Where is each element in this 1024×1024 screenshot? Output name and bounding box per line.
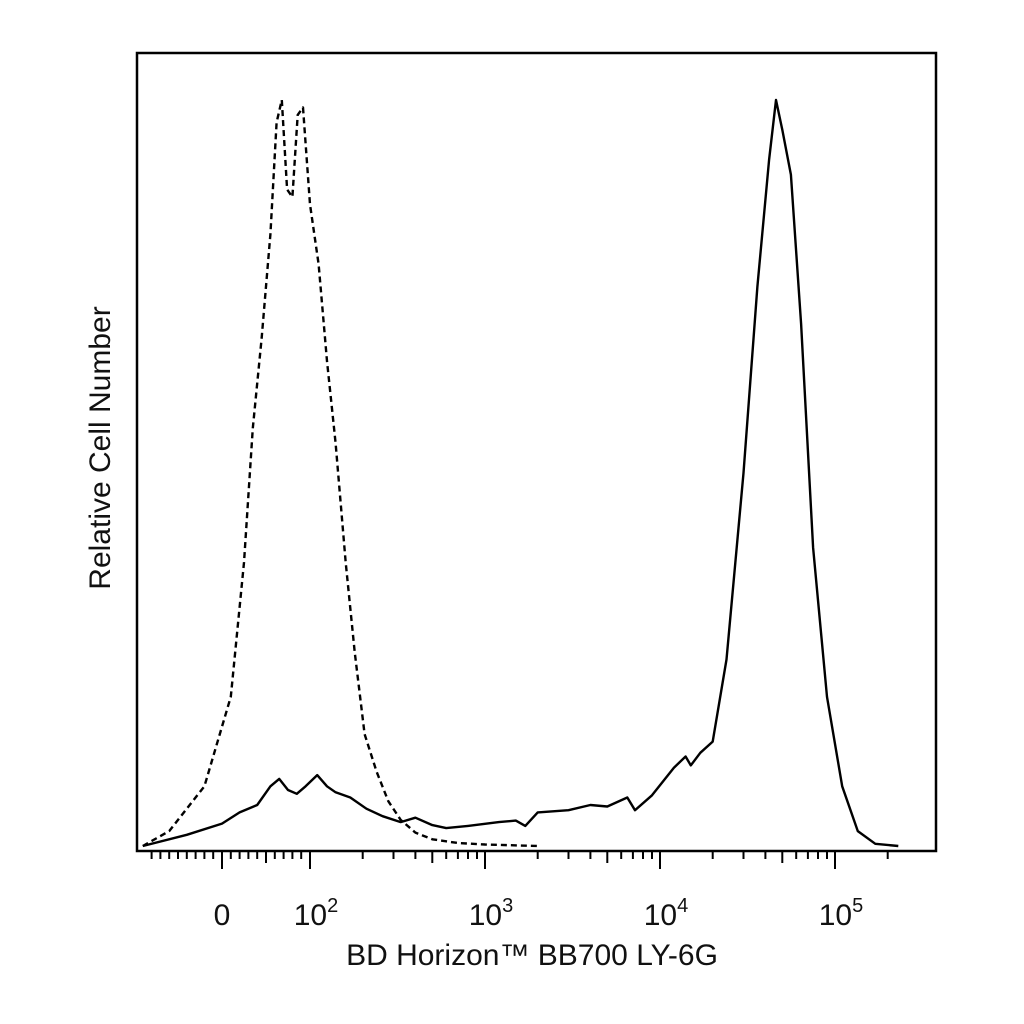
solid-histogram-line	[142, 98, 899, 848]
y-axis-title: Relative Cell Number	[84, 306, 117, 589]
plot-frame	[135, 51, 938, 853]
x-axis-title: BD Horizon™ BB700 LY-6G	[346, 939, 718, 972]
x-tick-label: 105	[819, 895, 864, 932]
histogram-curves	[142, 98, 899, 848]
x-axis-tick-labels: 0 102 103 104 105	[214, 895, 864, 932]
x-tick-label: 103	[469, 895, 514, 932]
dashed-histogram-line	[142, 98, 538, 848]
x-axis-ticks	[150, 851, 889, 869]
x-tick-label: 104	[644, 895, 689, 932]
x-tick-label: 0	[214, 899, 231, 932]
x-tick-label: 102	[294, 895, 339, 932]
